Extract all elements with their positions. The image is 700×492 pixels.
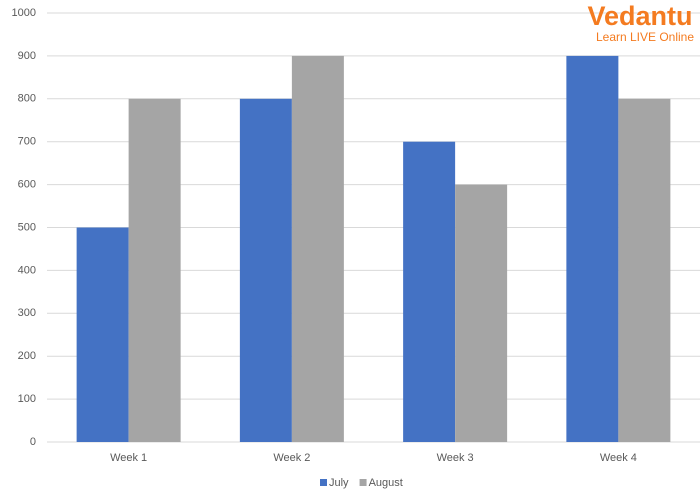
y-tick-label: 500 — [18, 221, 36, 233]
bar — [566, 55, 619, 443]
legend-label: August — [369, 477, 403, 489]
bar — [618, 98, 671, 443]
legend-label: July — [329, 477, 349, 489]
bar — [239, 98, 292, 443]
bar — [291, 55, 344, 443]
bar — [128, 98, 181, 443]
logo-brand: Vedantu — [587, 1, 692, 31]
y-tick-label: 600 — [18, 179, 36, 191]
bar — [76, 227, 129, 442]
y-tick-label: 400 — [18, 264, 36, 276]
y-tick-label: 200 — [18, 350, 36, 362]
x-tick-label: Week 2 — [273, 452, 310, 464]
x-tick-label: Week 1 — [110, 452, 147, 464]
bar — [455, 184, 508, 442]
y-tick-label: 800 — [18, 93, 36, 105]
y-tick-label: 100 — [18, 393, 36, 405]
legend-swatch — [359, 479, 367, 486]
x-tick-label: Week 4 — [600, 452, 637, 464]
x-tick-label: Week 3 — [437, 452, 474, 464]
y-tick-label: 1000 — [12, 7, 36, 19]
y-tick-label: 700 — [18, 136, 36, 148]
legend-swatch — [320, 479, 327, 486]
bar — [403, 141, 456, 442]
y-tick-label: 300 — [18, 307, 36, 319]
y-tick-label: 900 — [18, 50, 36, 62]
y-tick-label: 0 — [30, 436, 36, 448]
logo-tagline: Learn LIVE Online — [596, 30, 694, 44]
